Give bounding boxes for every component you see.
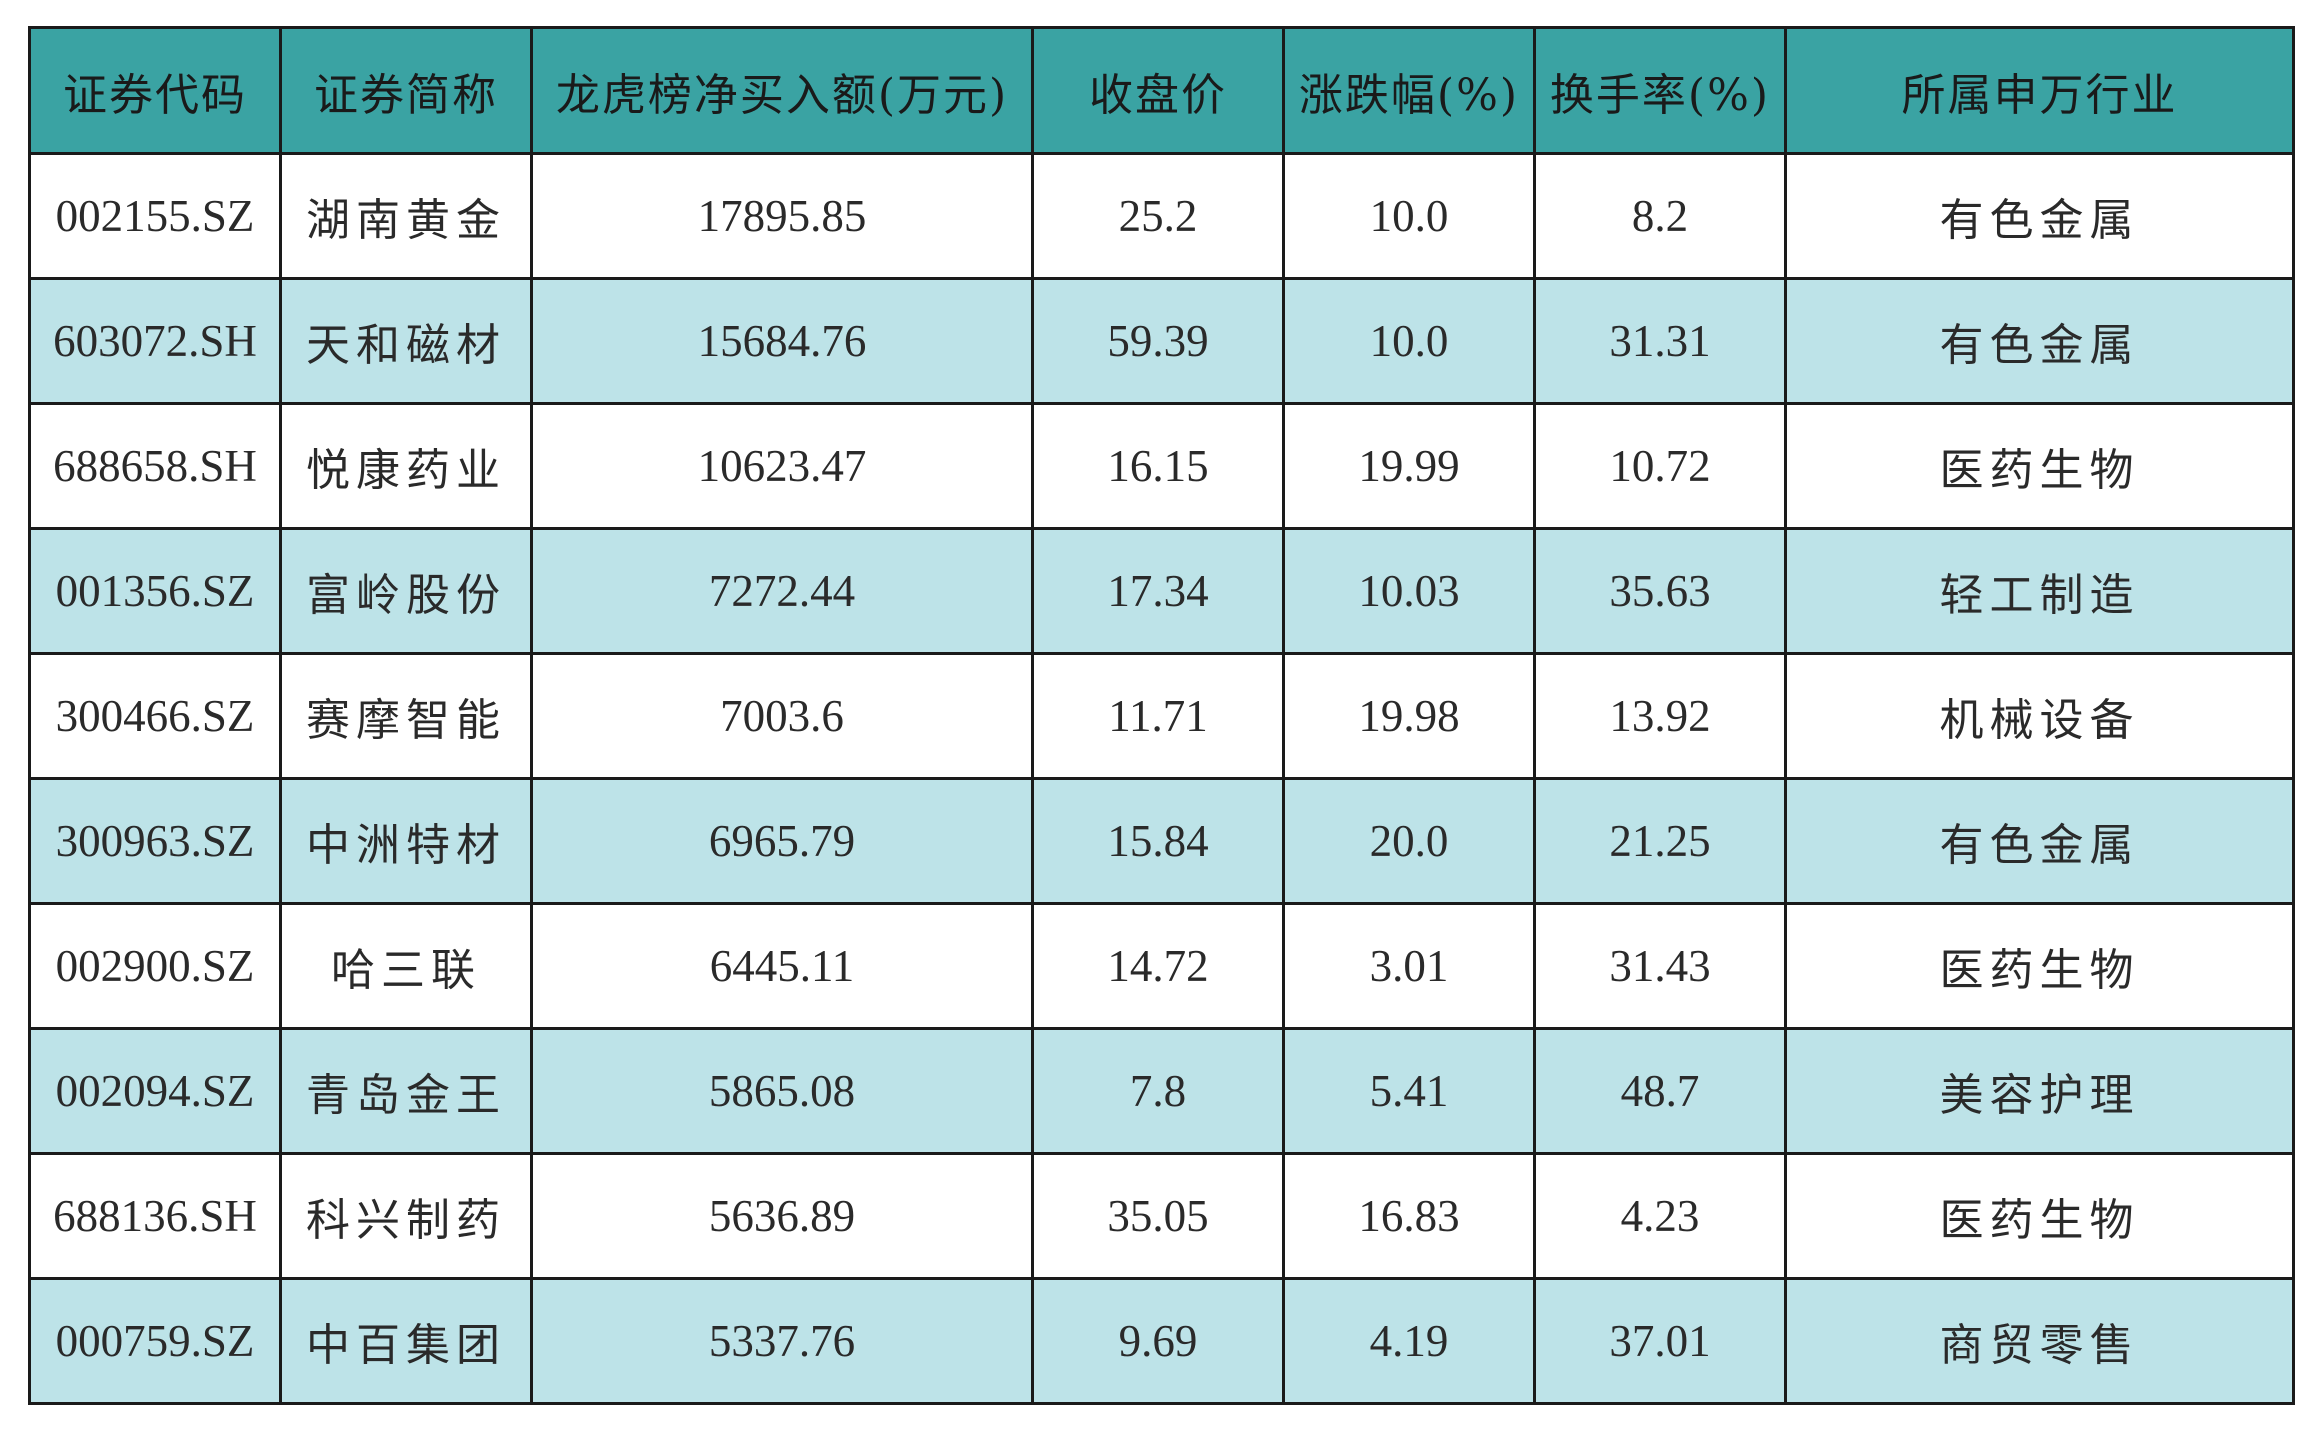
cell-name: 中洲特材 (279, 777, 533, 905)
cell-code: 603072.SH (28, 277, 282, 405)
cell-name: 湖南黄金 (279, 152, 533, 280)
cell-industry: 有色金属 (1784, 277, 2295, 405)
cell-name: 科兴制药 (279, 1152, 533, 1280)
cell-turnover: 35.63 (1533, 527, 1787, 655)
column-header-close: 收盘价 (1031, 26, 1285, 155)
cell-name: 哈三联 (279, 902, 533, 1030)
cell-code: 002900.SZ (28, 902, 282, 1030)
cell-industry: 机械设备 (1784, 652, 2295, 780)
cell-industry: 有色金属 (1784, 777, 2295, 905)
cell-code: 000759.SZ (28, 1277, 282, 1405)
cell-change: 20.0 (1282, 777, 1536, 905)
cell-turnover: 21.25 (1533, 777, 1787, 905)
cell-turnover: 48.7 (1533, 1027, 1787, 1155)
cell-net-buy: 7003.6 (530, 652, 1034, 780)
table-row: 688136.SH 科兴制药 5636.89 35.05 16.83 4.23 … (28, 1152, 2295, 1280)
cell-turnover: 8.2 (1533, 152, 1787, 280)
table-row: 002094.SZ 青岛金王 5865.08 7.8 5.41 48.7 美容护… (28, 1027, 2295, 1155)
cell-close: 7.8 (1031, 1027, 1285, 1155)
column-header-name: 证券简称 (279, 26, 533, 155)
cell-code: 688136.SH (28, 1152, 282, 1280)
cell-code: 300466.SZ (28, 652, 282, 780)
column-header-turnover: 换手率(%) (1533, 26, 1787, 155)
cell-turnover: 10.72 (1533, 402, 1787, 530)
cell-name: 中百集团 (279, 1277, 533, 1405)
cell-code: 300963.SZ (28, 777, 282, 905)
cell-industry: 医药生物 (1784, 1152, 2295, 1280)
cell-close: 17.34 (1031, 527, 1285, 655)
cell-close: 59.39 (1031, 277, 1285, 405)
cell-change: 5.41 (1282, 1027, 1536, 1155)
cell-change: 10.0 (1282, 277, 1536, 405)
cell-name: 天和磁材 (279, 277, 533, 405)
table-row: 001356.SZ 富岭股份 7272.44 17.34 10.03 35.63… (28, 527, 2295, 655)
cell-name: 悦康药业 (279, 402, 533, 530)
cell-industry: 有色金属 (1784, 152, 2295, 280)
cell-change: 3.01 (1282, 902, 1536, 1030)
cell-industry: 商贸零售 (1784, 1277, 2295, 1405)
column-header-code: 证券代码 (28, 26, 282, 155)
table-row: 002900.SZ 哈三联 6445.11 14.72 3.01 31.43 医… (28, 902, 2295, 1030)
cell-change: 10.0 (1282, 152, 1536, 280)
cell-change: 4.19 (1282, 1277, 1536, 1405)
table-row: 300963.SZ 中洲特材 6965.79 15.84 20.0 21.25 … (28, 777, 2295, 905)
column-header-change: 涨跌幅(%) (1282, 26, 1536, 155)
cell-change: 19.98 (1282, 652, 1536, 780)
table-row: 300466.SZ 赛摩智能 7003.6 11.71 19.98 13.92 … (28, 652, 2295, 780)
cell-close: 25.2 (1031, 152, 1285, 280)
cell-net-buy: 17895.85 (530, 152, 1034, 280)
cell-change: 10.03 (1282, 527, 1536, 655)
cell-change: 19.99 (1282, 402, 1536, 530)
table-header-row: 证券代码 证券简称 龙虎榜净买入额(万元) 收盘价 涨跌幅(%) 换手率(%) … (28, 26, 2295, 155)
table-row: 000759.SZ 中百集团 5337.76 9.69 4.19 37.01 商… (28, 1277, 2295, 1405)
cell-name: 赛摩智能 (279, 652, 533, 780)
cell-turnover: 37.01 (1533, 1277, 1787, 1405)
cell-net-buy: 5636.89 (530, 1152, 1034, 1280)
cell-close: 9.69 (1031, 1277, 1285, 1405)
cell-turnover: 13.92 (1533, 652, 1787, 780)
cell-net-buy: 7272.44 (530, 527, 1034, 655)
cell-change: 16.83 (1282, 1152, 1536, 1280)
table-row: 603072.SH 天和磁材 15684.76 59.39 10.0 31.31… (28, 277, 2295, 405)
cell-code: 002094.SZ (28, 1027, 282, 1155)
cell-industry: 轻工制造 (1784, 527, 2295, 655)
cell-code: 001356.SZ (28, 527, 282, 655)
cell-industry: 美容护理 (1784, 1027, 2295, 1155)
cell-code: 688658.SH (28, 402, 282, 530)
cell-close: 16.15 (1031, 402, 1285, 530)
cell-close: 14.72 (1031, 902, 1285, 1030)
cell-industry: 医药生物 (1784, 902, 2295, 1030)
column-header-industry: 所属申万行业 (1784, 26, 2295, 155)
dragon-tiger-list-table: 证券代码 证券简称 龙虎榜净买入额(万元) 收盘价 涨跌幅(%) 换手率(%) … (28, 26, 2295, 1405)
cell-name: 青岛金王 (279, 1027, 533, 1155)
cell-net-buy: 5337.76 (530, 1277, 1034, 1405)
cell-net-buy: 10623.47 (530, 402, 1034, 530)
cell-close: 11.71 (1031, 652, 1285, 780)
cell-close: 35.05 (1031, 1152, 1285, 1280)
cell-code: 002155.SZ (28, 152, 282, 280)
column-header-net-buy: 龙虎榜净买入额(万元) (530, 26, 1034, 155)
cell-close: 15.84 (1031, 777, 1285, 905)
cell-net-buy: 6965.79 (530, 777, 1034, 905)
cell-turnover: 31.43 (1533, 902, 1787, 1030)
table-row: 688658.SH 悦康药业 10623.47 16.15 19.99 10.7… (28, 402, 2295, 530)
cell-net-buy: 15684.76 (530, 277, 1034, 405)
dragon-tiger-list-table-container: 证券代码 证券简称 龙虎榜净买入额(万元) 收盘价 涨跌幅(%) 换手率(%) … (28, 26, 2295, 1405)
cell-turnover: 31.31 (1533, 277, 1787, 405)
cell-net-buy: 6445.11 (530, 902, 1034, 1030)
cell-net-buy: 5865.08 (530, 1027, 1034, 1155)
cell-turnover: 4.23 (1533, 1152, 1787, 1280)
cell-name: 富岭股份 (279, 527, 533, 655)
table-row: 002155.SZ 湖南黄金 17895.85 25.2 10.0 8.2 有色… (28, 152, 2295, 280)
cell-industry: 医药生物 (1784, 402, 2295, 530)
